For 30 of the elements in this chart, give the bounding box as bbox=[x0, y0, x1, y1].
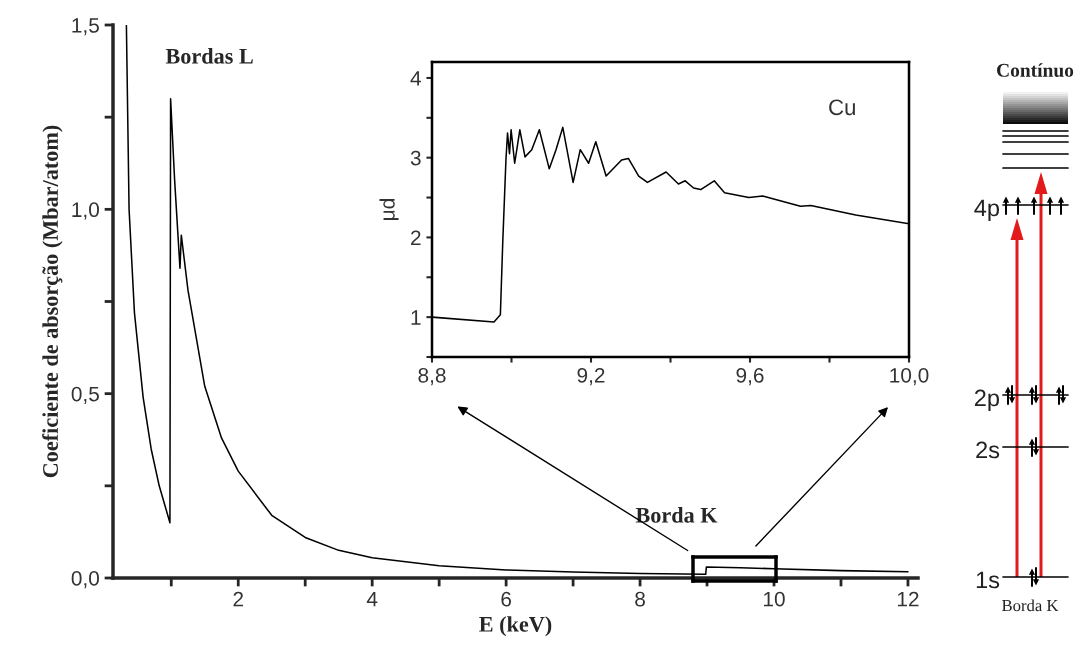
y-tick-label: 1,5 bbox=[72, 18, 99, 36]
y-tick-label: 2 bbox=[411, 230, 421, 245]
text: 2p bbox=[974, 389, 1000, 411]
x-tick-label: 2 bbox=[233, 591, 243, 607]
text: Contínuo bbox=[997, 63, 1074, 77]
x-tick-label: 10,0 bbox=[890, 367, 929, 386]
y-axis-title: μd bbox=[379, 199, 399, 220]
text: 2s bbox=[976, 441, 1000, 459]
y-tick-label: 4 bbox=[410, 71, 421, 86]
x-tick-label: 8 bbox=[635, 591, 645, 607]
x-tick-label: 10 bbox=[764, 591, 785, 607]
x-tick-label: 6 bbox=[501, 591, 511, 607]
x-tick-label: 9,6 bbox=[736, 367, 764, 386]
y-axis-title: Coeficiente de absorção (Mbar/atom) bbox=[42, 125, 63, 478]
y-tick-label: 1,0 bbox=[72, 202, 99, 220]
y-tick-label: 3 bbox=[410, 150, 421, 166]
annotation: Cu bbox=[829, 99, 855, 116]
x-axis-title: E (keV) bbox=[479, 616, 552, 637]
annotation: Bordas L bbox=[165, 48, 253, 64]
text: 4p bbox=[974, 199, 1000, 221]
x-tick-label: 12 bbox=[897, 591, 919, 607]
text: 1s bbox=[976, 571, 1000, 589]
x-tick-label: 8,8 bbox=[418, 367, 446, 386]
x-tick-label: 9,2 bbox=[577, 367, 605, 386]
text: Borda K bbox=[1002, 599, 1059, 612]
annotation: Borda K bbox=[635, 507, 718, 523]
y-tick-label: 1 bbox=[411, 310, 421, 325]
y-tick-label: 0,5 bbox=[71, 386, 99, 404]
x-tick-label: 4 bbox=[366, 591, 378, 607]
y-tick-label: 0,0 bbox=[71, 571, 99, 589]
